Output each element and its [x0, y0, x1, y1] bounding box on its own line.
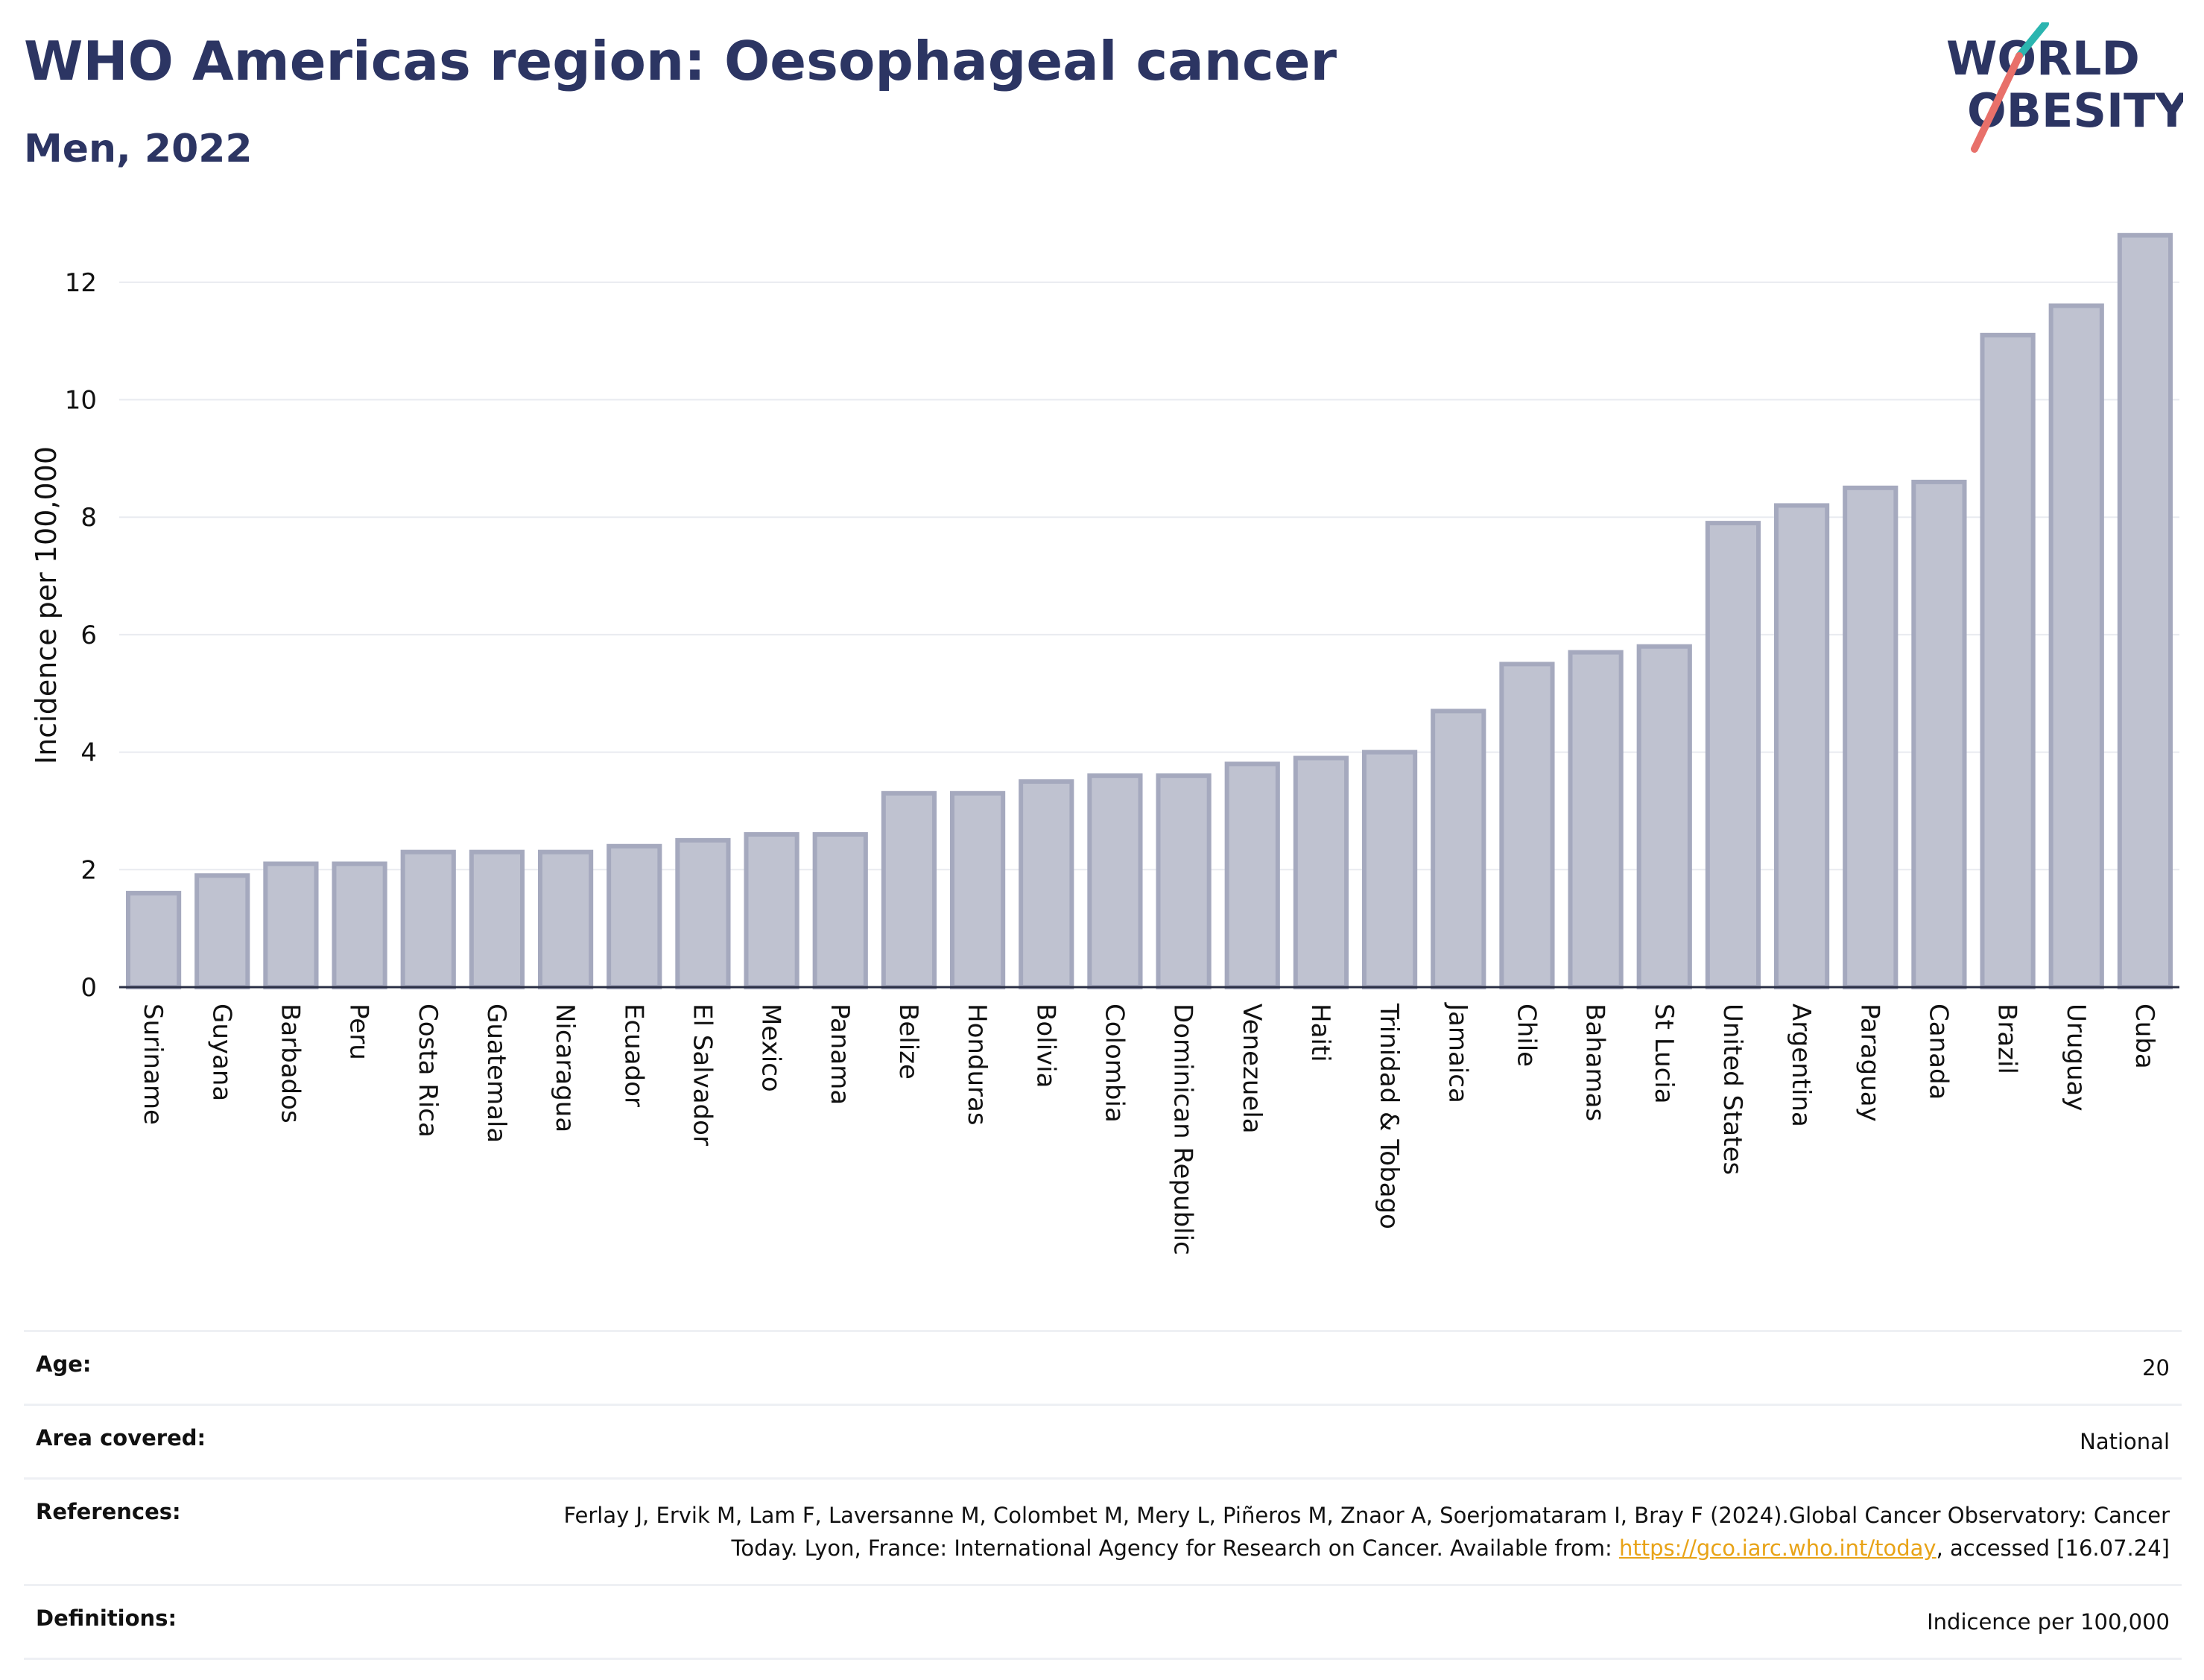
bar	[1499, 662, 1555, 989]
meta-row-references: References: Ferlay J, Ervik M, Lam F, La…	[24, 1477, 2182, 1585]
references-label: References:	[24, 1477, 495, 1585]
meta-row-definitions: Definitions: Indicence per 100,000	[24, 1584, 2182, 1660]
x-tick-label: United States	[1717, 1004, 1747, 1175]
x-tick-label: Colombia	[1099, 1004, 1129, 1123]
age-label: Age:	[24, 1330, 495, 1405]
bar	[1980, 332, 2036, 990]
bar	[1156, 773, 1212, 990]
bar	[1293, 755, 1349, 989]
area-value: National	[495, 1404, 2182, 1479]
bar	[400, 849, 456, 990]
x-tick-label: Uruguay	[2061, 1004, 2091, 1112]
x-tick-label: Jamaica	[1443, 1002, 1472, 1103]
bar	[744, 832, 799, 989]
bar	[469, 849, 525, 990]
bar	[607, 843, 662, 989]
chart-title: WHO Americas region: Oesophageal cancer	[24, 30, 1337, 92]
x-tick-label: Bahamas	[1580, 1004, 1610, 1121]
bar	[125, 890, 182, 989]
x-tick-label: Costa Rica	[413, 1004, 443, 1138]
definitions-value: Indicence per 100,000	[495, 1584, 2182, 1660]
logo-text-world: WORLD	[1946, 31, 2140, 86]
bar	[949, 790, 1006, 989]
x-tick-label: El Salvador	[687, 1004, 717, 1146]
y-tick-label: 0	[80, 973, 97, 1003]
x-tick-label: Guatemala	[481, 1004, 511, 1143]
x-tick-label: Ecuador	[618, 1004, 648, 1107]
x-tick-label: Dominican Republic	[1168, 1004, 1198, 1255]
bar	[1431, 709, 1486, 990]
bar	[1773, 503, 1830, 989]
x-tick-label: Barbados	[275, 1004, 305, 1123]
logo-slash-teal	[2015, 22, 2049, 60]
x-tick-label: Guyana	[206, 1004, 236, 1101]
x-tick-label: Bolivia	[1030, 1004, 1060, 1088]
references-link[interactable]: https://gco.iarc.who.int/today	[1618, 1535, 1937, 1561]
x-tick-label: Nicaragua	[550, 1004, 580, 1132]
references-text: Ferlay J, Ervik M, Lam F, Laversanne M, …	[563, 1503, 2170, 1561]
x-tick-label: Paraguay	[1855, 1004, 1884, 1122]
x-tick-label: Panama	[825, 1004, 855, 1105]
x-tick-label: Cuba	[2129, 1004, 2159, 1069]
meta-row-age: Age: 20	[24, 1330, 2182, 1405]
bar	[263, 861, 319, 990]
references-suffix: , accessed [16.07.24]	[1936, 1535, 2170, 1561]
bar	[2117, 232, 2173, 990]
x-tick-label: Argentina	[1786, 1004, 1816, 1127]
x-tick-label: Canada	[1923, 1004, 1953, 1100]
y-tick-label: 8	[80, 503, 97, 533]
y-tick-label: 6	[80, 621, 97, 650]
bar	[194, 873, 250, 990]
meta-row-area: Area covered: National	[24, 1404, 2182, 1479]
x-tick-label: Belize	[893, 1004, 923, 1080]
logo-slash-coral	[1971, 52, 2023, 153]
chart-subtitle: Men, 2022	[24, 127, 253, 171]
x-tick-label: Trinidad & Tobago	[1374, 1003, 1404, 1229]
x-tick-label: Suriname	[138, 1004, 168, 1125]
bar	[1636, 644, 1692, 989]
metadata-table: Age: 20 Area covered: National Reference…	[24, 1330, 2182, 1660]
x-tick-label: Honduras	[962, 1004, 992, 1126]
bar	[1705, 521, 1761, 990]
bar	[1361, 749, 1418, 989]
bar-chart: 0 2 4 6 8 10 12 Incidence per 100,000 Suriname Gu…	[30, 232, 2179, 1255]
bar	[1911, 479, 1967, 989]
bar	[1568, 650, 1624, 989]
y-tick-label: 2	[80, 855, 97, 885]
y-tick-label: 12	[65, 268, 97, 298]
bar	[537, 849, 594, 990]
bar	[332, 861, 387, 990]
references-value: Ferlay J, Ervik M, Lam F, Laversanne M, …	[495, 1477, 2182, 1585]
bar	[1843, 485, 1899, 989]
x-tick-label: Mexico	[756, 1004, 786, 1092]
x-tick-label: Brazil	[1992, 1004, 2022, 1074]
x-tick-label: Peru	[344, 1004, 374, 1060]
bar	[1087, 773, 1143, 990]
bar	[675, 837, 731, 990]
bar	[2048, 303, 2104, 989]
y-tick-label: 10	[65, 386, 97, 416]
bar	[1019, 779, 1074, 989]
y-tick-label: 4	[80, 738, 97, 768]
area-label: Area covered:	[24, 1404, 495, 1479]
bar	[1224, 761, 1280, 990]
bar	[881, 790, 937, 989]
x-tick-label: Haiti	[1305, 1004, 1335, 1062]
y-axis-title: Incidence per 100,000	[30, 446, 63, 764]
bar	[812, 832, 868, 989]
definitions-label: Definitions:	[24, 1584, 495, 1660]
age-value: 20	[495, 1330, 2182, 1405]
x-tick-label: Chile	[1511, 1004, 1541, 1067]
x-tick-label: Venezuela	[1237, 1004, 1267, 1134]
world-obesity-logo: WORLD OBESITY	[1946, 22, 2183, 153]
x-tick-label: St Lucia	[1649, 1004, 1679, 1104]
